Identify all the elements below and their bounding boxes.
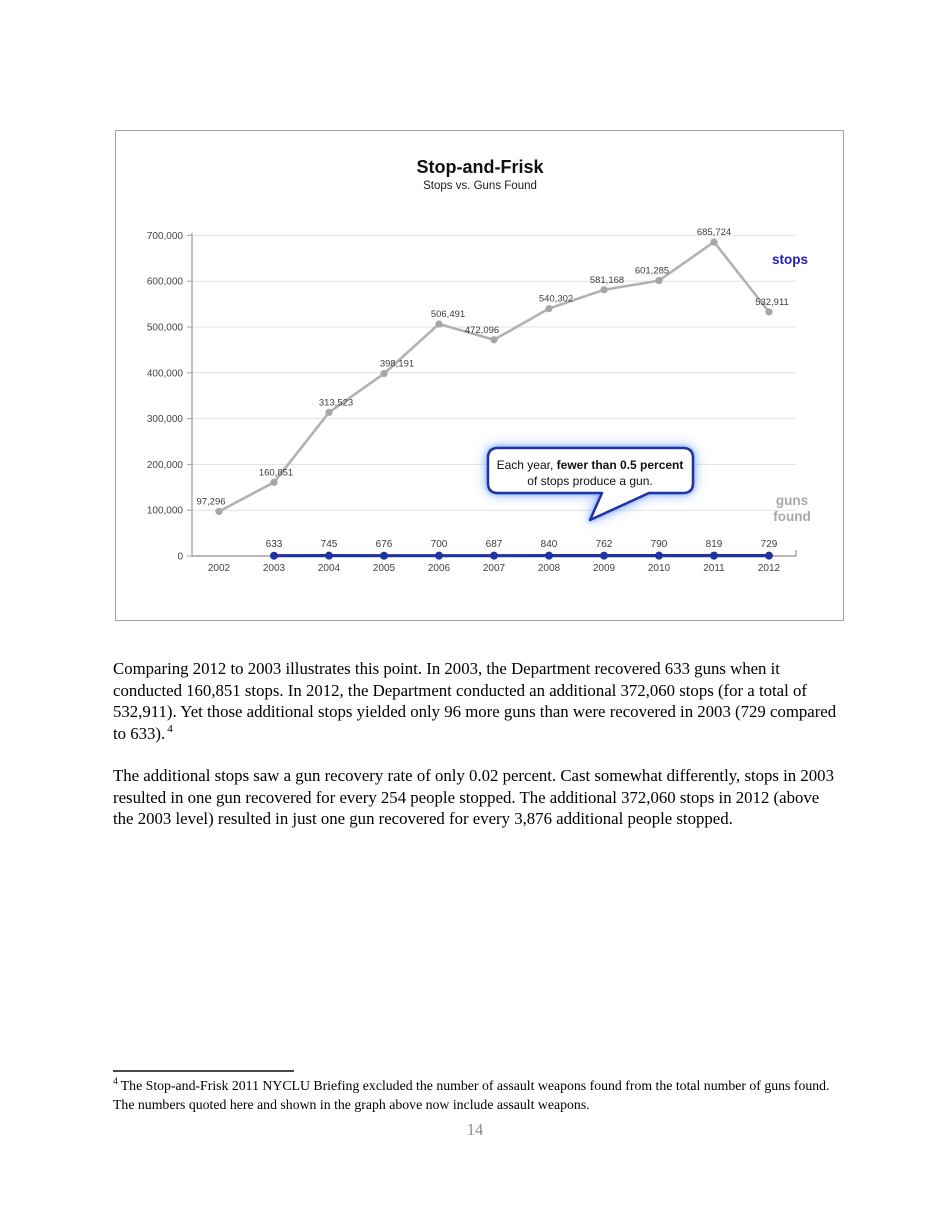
stops-value-label: 685,724 [697,227,731,238]
callout-line1-normal: Each year, [497,458,557,472]
callout-line1-bold: fewer than 0.5 percent [557,458,684,472]
guns-value-label: 687 [486,539,503,550]
guns-value-label: 840 [541,539,558,550]
guns-value-label: 819 [706,539,723,550]
guns-found-series-label-2: found [773,509,810,524]
paragraph-comparison-text: Comparing 2012 to 2003 illustrates this … [113,659,837,743]
stops-value-label: 472,096 [465,325,499,336]
x-tick-label: 2004 [318,563,341,574]
stops-value-label: 160,851 [259,467,293,478]
stops-marker [655,277,663,285]
stops-marker [765,308,773,316]
guns-value-label: 633 [266,539,283,550]
guns-value-label: 729 [761,539,778,550]
guns-value-label: 790 [651,539,668,550]
y-tick-label: 300,000 [147,414,184,425]
x-tick-label: 2003 [263,563,286,574]
guns-marker [325,551,333,560]
callout-line2: of stops produce a gun. [527,474,652,488]
stops-marker [270,478,278,486]
y-tick-label: 200,000 [147,460,184,471]
guns-value-label: 762 [596,539,613,550]
y-tick-label: 600,000 [147,277,184,288]
x-tick-label: 2011 [703,563,725,574]
guns-marker [710,551,718,560]
guns-marker [600,551,608,560]
stops-value-label: 581,168 [590,275,624,286]
stops-value-label: 601,285 [635,266,669,277]
callout: Each year, fewer than 0.5 percent of stop… [486,446,695,522]
stops-marker [435,320,443,328]
y-tick-label: 400,000 [147,368,184,379]
stops-value-label: 506,491 [431,309,465,320]
page-number: 14 [466,1120,484,1139]
x-tick-label: 2012 [758,563,781,574]
stops-value-label: 313,523 [319,397,353,408]
footnote: 4 The Stop-and-Frisk 2011 NYCLU Briefing … [113,1077,853,1114]
x-tick-label: 2009 [593,563,616,574]
stops-series-label: stops [772,252,808,267]
stops-marker [325,408,333,417]
chart-container: 0 100,000 200,000 300,000 400,000 500,000 600,… [115,130,844,621]
chart-title: Stop-and-Frisk [416,157,544,177]
guns-marker [765,551,773,560]
x-tick-label: 2002 [208,563,231,574]
chart-subtitle: Stops vs. Guns Found [423,180,537,192]
stop-and-frisk-chart: 0 100,000 200,000 300,000 400,000 500,000 600,… [147,157,811,574]
stops-value-label: 398,191 [380,359,414,370]
guns-marker [380,551,388,560]
footnote-text: The Stop-and-Frisk 2011 NYCLU Briefing e… [113,1078,830,1112]
footnote-marker: 4 [113,1077,118,1088]
stops-marker [380,370,388,378]
stops-marker [710,238,718,246]
guns-marker [490,551,498,560]
guns-marker [435,551,443,560]
callout-line1: Each year, fewer than 0.5 percent [497,458,684,472]
x-tick-label: 2006 [428,563,451,574]
stops-value-label: 532,911 [755,297,789,308]
stops-marker [545,304,553,313]
x-tick-label: 2010 [648,563,671,574]
y-tick-label: 500,000 [147,323,184,334]
y-tick-label: 0 [177,552,183,563]
paragraph-recovery-rate: The additional stops saw a gun recovery … [113,766,834,829]
stops-marker [215,507,223,516]
guns-value-label: 700 [431,539,448,550]
x-tick-label: 2008 [538,563,561,574]
stops-marker [600,286,608,294]
x-tick-label: 2007 [483,563,506,574]
guns-marker [655,551,663,560]
y-tick-label: 700,000 [147,231,184,242]
footnote-reference: 4 [167,723,173,736]
x-tick-label: 2005 [373,563,396,574]
paragraph-comparison: Comparing 2012 to 2003 illustrates this … [113,658,842,744]
guns-value-label: 676 [376,539,393,550]
guns-found-series-label: guns [776,493,808,508]
stops-marker [490,336,498,344]
y-tick-label: 100,000 [147,506,184,517]
stops-value-label: 97,296 [196,496,225,507]
footnote-divider [113,1070,294,1072]
guns-marker [270,551,278,560]
callout-bubble [486,446,695,522]
guns-value-label: 745 [321,539,338,550]
stops-value-label: 540,302 [539,294,573,305]
guns-marker [545,551,553,560]
